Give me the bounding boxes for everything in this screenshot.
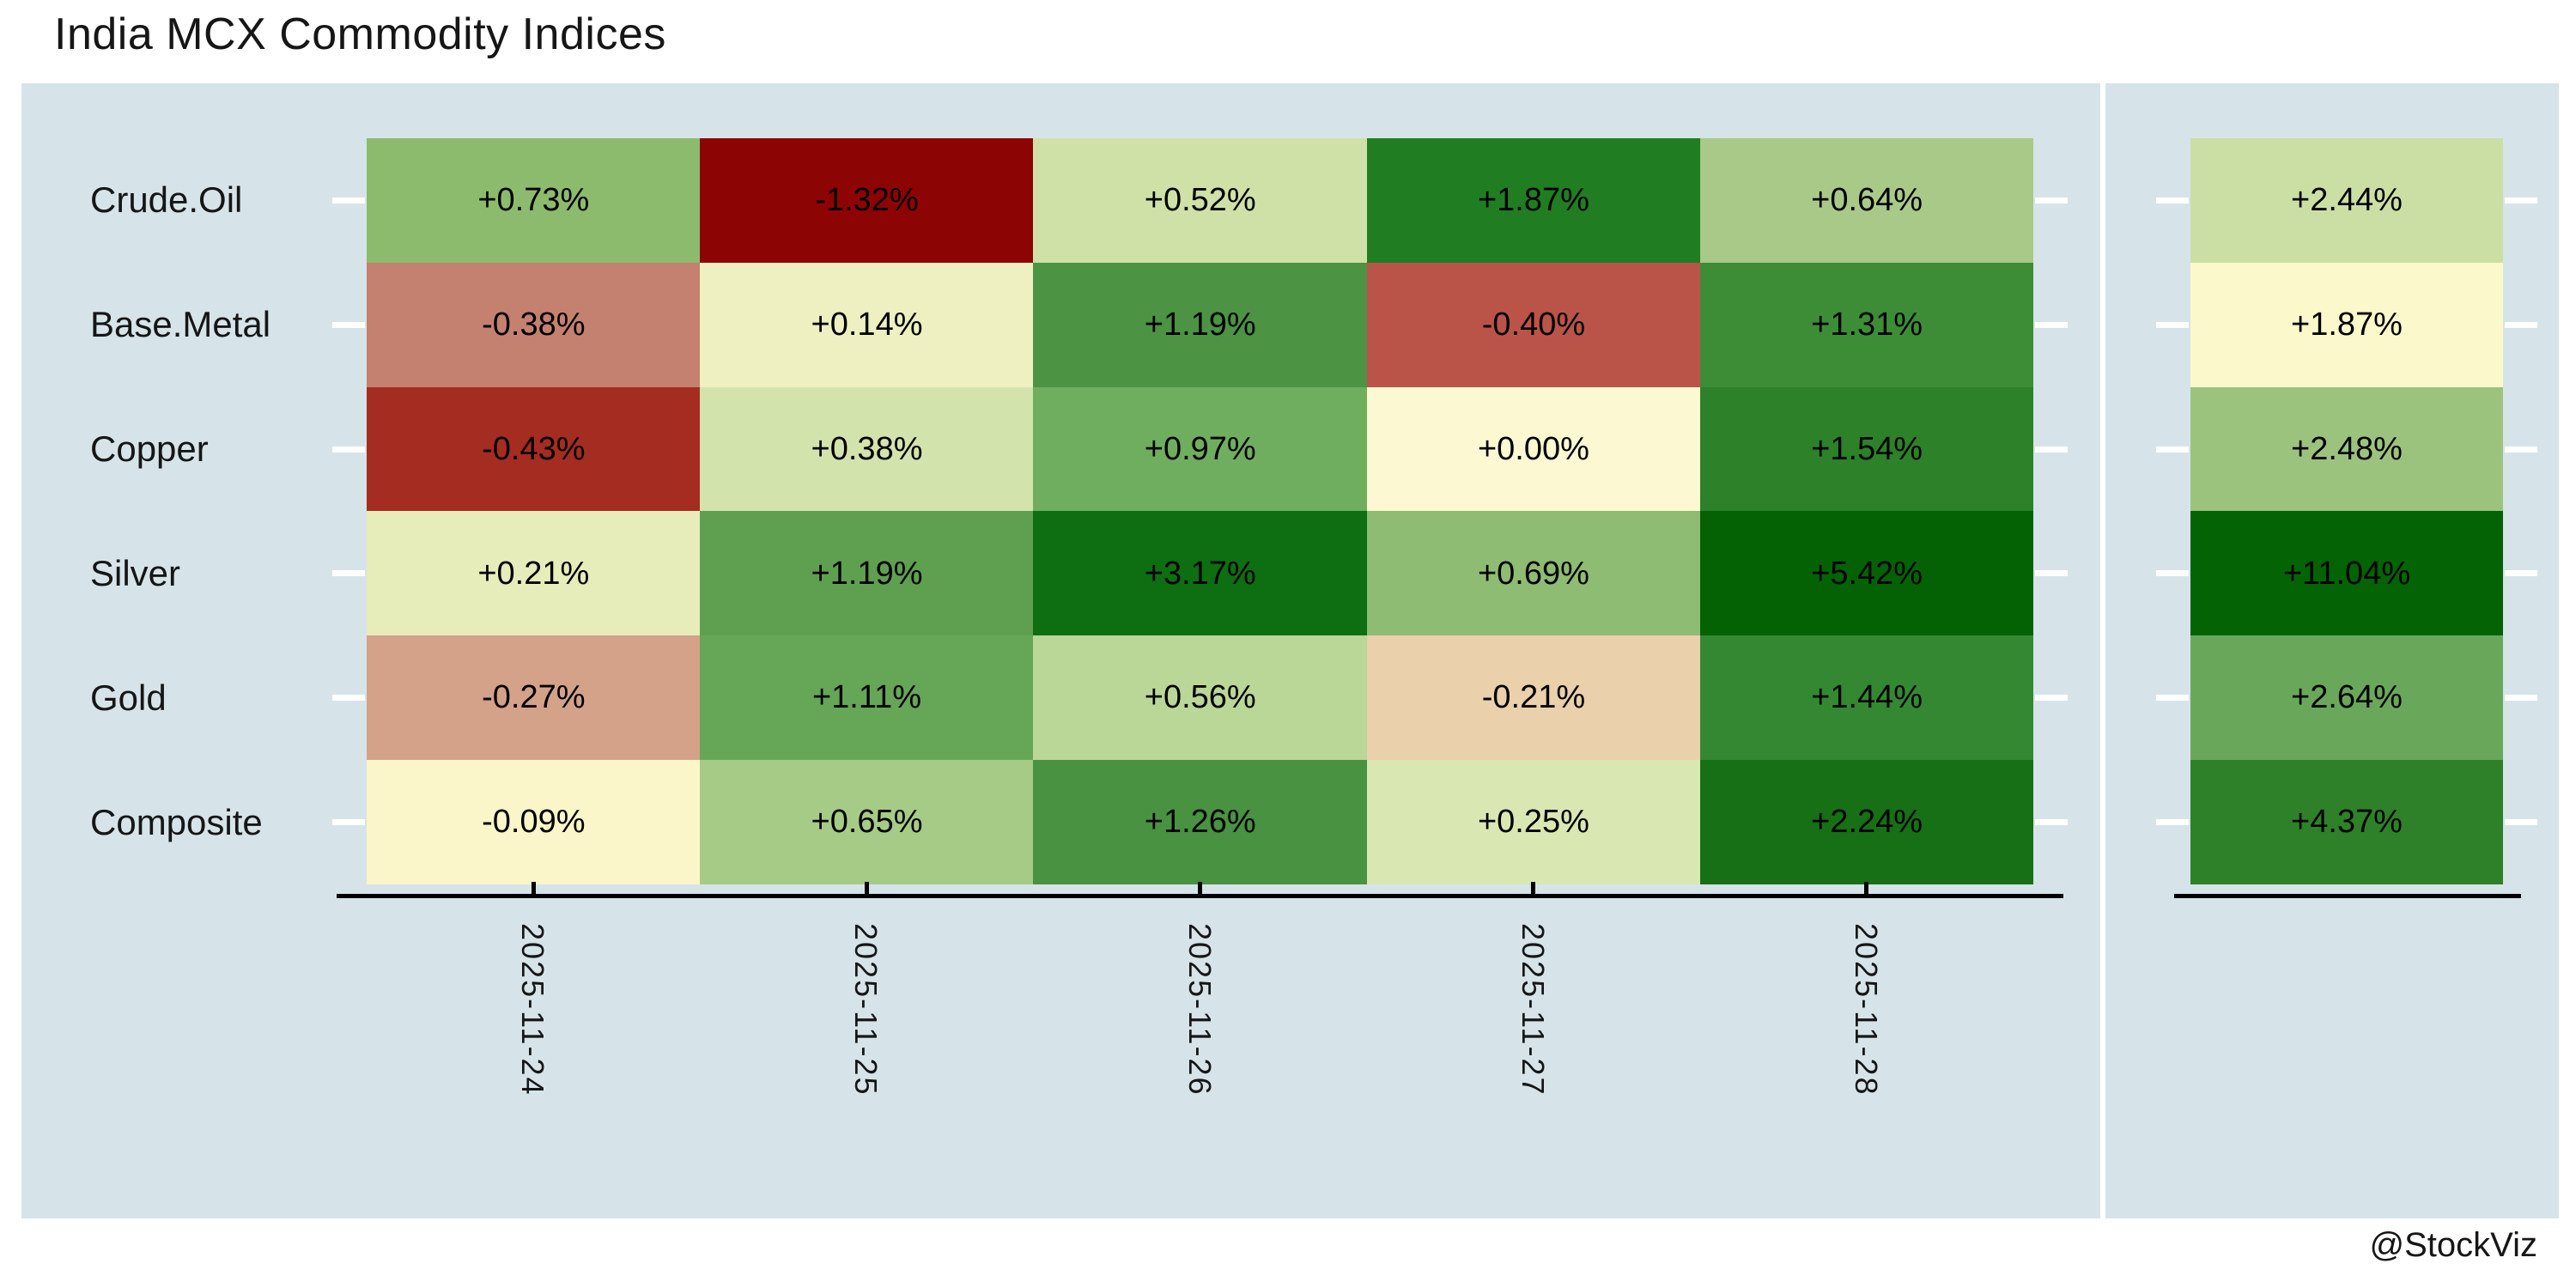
y-axis-tick bbox=[332, 819, 365, 826]
heatmap-cell: -1.32% bbox=[700, 138, 1034, 264]
summary-heatmap-cell: +1.87% bbox=[2190, 262, 2503, 388]
heatmap-cell: +0.00% bbox=[1366, 386, 1701, 512]
heatmap-cell: +0.65% bbox=[700, 760, 1034, 885]
heatmap-cell: +1.31% bbox=[1699, 262, 2034, 388]
heatmap-cell: +1.19% bbox=[1033, 262, 1368, 388]
y-axis-tick bbox=[332, 321, 365, 328]
y-axis-tick bbox=[2505, 446, 2537, 453]
y-axis-tick bbox=[332, 446, 365, 453]
main-x-axis-line bbox=[337, 894, 2063, 898]
heatmap-cell: -0.38% bbox=[367, 262, 701, 388]
heatmap-cell: +0.73% bbox=[367, 138, 701, 264]
chart-title: India MCX Commodity Indices bbox=[54, 9, 666, 59]
heatmap-cell: +1.44% bbox=[1699, 635, 2034, 761]
y-axis-tick bbox=[2505, 819, 2537, 826]
y-axis-tick bbox=[2156, 695, 2189, 702]
row-label: Silver bbox=[90, 552, 181, 593]
x-axis-tick bbox=[864, 882, 869, 894]
heatmap-cell: -0.09% bbox=[367, 760, 701, 885]
row-label: Gold bbox=[90, 677, 167, 718]
x-axis-tick bbox=[531, 882, 536, 894]
x-axis-label: 2025-11-24 bbox=[515, 923, 551, 1097]
heatmap-cell: -0.21% bbox=[1366, 635, 1701, 761]
x-axis-tick bbox=[1864, 882, 1869, 894]
heatmap-cell: +0.52% bbox=[1033, 138, 1368, 264]
y-axis-tick bbox=[2035, 819, 2068, 826]
y-axis-tick bbox=[2156, 446, 2189, 453]
y-axis-tick bbox=[2035, 695, 2068, 702]
y-axis-tick bbox=[2505, 695, 2537, 702]
heatmap-cell: +3.17% bbox=[1033, 511, 1368, 636]
x-axis-tick bbox=[1531, 882, 1536, 894]
heatmap-cell: +1.54% bbox=[1699, 386, 2034, 512]
row-label: Copper bbox=[90, 428, 209, 470]
heatmap-cell: +0.64% bbox=[1699, 138, 2034, 264]
heatmap-cell: +1.19% bbox=[700, 511, 1034, 636]
y-axis-tick bbox=[2505, 197, 2537, 204]
x-axis-label: 2025-11-28 bbox=[1848, 923, 1884, 1097]
y-axis-tick bbox=[2156, 570, 2189, 577]
heatmap-cell: +0.97% bbox=[1033, 386, 1368, 512]
heatmap-cell: +1.87% bbox=[1366, 138, 1701, 264]
x-axis-tick bbox=[1198, 882, 1202, 894]
row-label: Crude.Oil bbox=[90, 179, 243, 221]
heatmap-cell: +0.56% bbox=[1033, 635, 1368, 761]
y-axis-tick bbox=[2156, 819, 2189, 826]
y-axis-tick bbox=[2035, 197, 2068, 204]
row-label: Base.Metal bbox=[90, 304, 271, 345]
summary-heatmap-cell: +11.04% bbox=[2190, 511, 2503, 636]
y-axis-tick bbox=[2035, 446, 2068, 453]
heatmap-cell: -0.27% bbox=[367, 635, 701, 761]
x-axis-label: 2025-11-27 bbox=[1515, 923, 1551, 1097]
x-axis-label: 2025-11-25 bbox=[848, 923, 884, 1097]
heatmap-cell: +0.21% bbox=[367, 511, 701, 636]
summary-x-axis-line bbox=[2174, 894, 2521, 898]
heatmap-cell: +5.42% bbox=[1699, 511, 2034, 636]
summary-heatmap-cell: +2.64% bbox=[2190, 635, 2503, 761]
footer-credit: @StockViz bbox=[2369, 1226, 2538, 1264]
summary-heatmap-cell: +4.37% bbox=[2190, 760, 2503, 885]
heatmap-cell: +1.11% bbox=[700, 635, 1034, 761]
heatmap-cell: +0.14% bbox=[700, 262, 1034, 388]
y-axis-tick bbox=[2156, 321, 2189, 328]
heatmap-cell: +0.25% bbox=[1366, 760, 1701, 885]
summary-heatmap-cell: +2.44% bbox=[2190, 138, 2503, 264]
y-axis-tick bbox=[2035, 570, 2068, 577]
row-label: Composite bbox=[90, 801, 263, 842]
heatmap-cell: -0.43% bbox=[367, 386, 701, 512]
heatmap-cell: +0.69% bbox=[1366, 511, 1701, 636]
y-axis-tick bbox=[2505, 321, 2537, 328]
heatmap-cell: +1.26% bbox=[1033, 760, 1368, 885]
summary-heatmap-cell: +2.48% bbox=[2190, 386, 2503, 512]
y-axis-tick bbox=[332, 197, 365, 204]
y-axis-tick bbox=[332, 570, 365, 577]
y-axis-tick bbox=[332, 695, 365, 702]
y-axis-tick bbox=[2505, 570, 2537, 577]
heatmap-cell: +0.38% bbox=[700, 386, 1034, 512]
heatmap-cell: -0.40% bbox=[1366, 262, 1701, 388]
x-axis-label: 2025-11-26 bbox=[1182, 923, 1218, 1097]
y-axis-tick bbox=[2035, 321, 2068, 328]
y-axis-tick bbox=[2156, 197, 2189, 204]
heatmap-cell: +2.24% bbox=[1699, 760, 2034, 885]
